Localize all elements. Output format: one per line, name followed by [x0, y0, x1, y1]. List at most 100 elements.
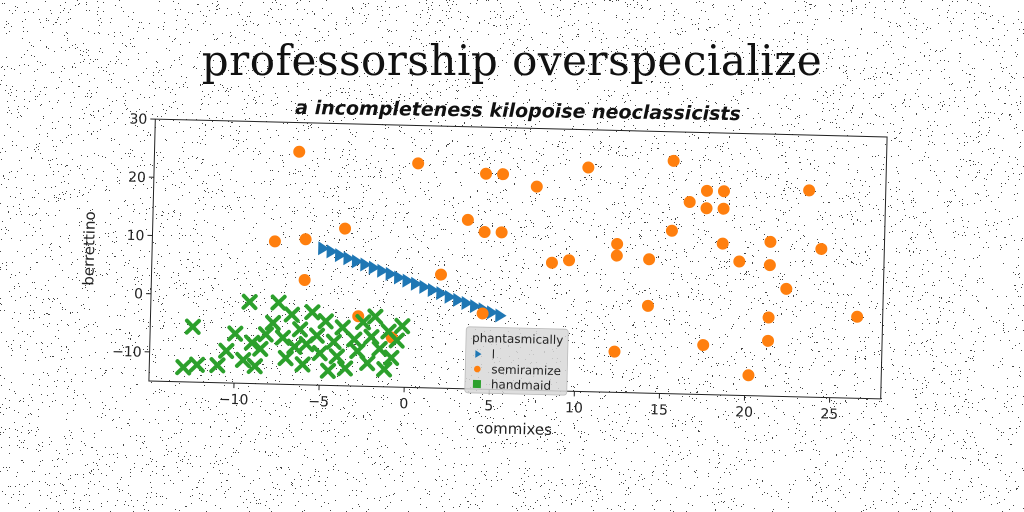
data-point-handmaid	[367, 308, 384, 325]
data-point-l	[368, 260, 381, 275]
data-point-semiramize	[851, 310, 864, 323]
x-tick-label: 15	[650, 402, 668, 418]
data-point-l	[410, 276, 423, 291]
data-point-semiramize	[742, 369, 755, 382]
data-point-handmaid	[175, 359, 192, 376]
data-point-l	[318, 241, 330, 256]
y-tick-label: 10	[126, 228, 144, 244]
x-tick-label: 5	[484, 398, 493, 414]
data-point-handmaid	[336, 360, 354, 377]
x-tick-label: 10	[565, 400, 583, 416]
data-point-handmaid	[234, 351, 252, 369]
data-point-handmaid	[257, 326, 274, 343]
data-point-l	[436, 286, 448, 301]
data-point-l	[495, 308, 507, 323]
axis-ticks: −10 −5 0 5 10 15 20 25 −10 0 10 20 30	[112, 111, 838, 422]
data-point-handmaid	[376, 361, 393, 378]
data-point-handmaid	[252, 340, 269, 357]
data-point-semiramize	[733, 255, 746, 268]
data-point-handmaid	[346, 331, 363, 348]
y-axis-label: berrettino	[79, 211, 99, 286]
data-point-handmaid	[283, 306, 301, 323]
data-point-semiramize	[641, 299, 654, 312]
data-point-handmaid	[394, 317, 411, 335]
data-point-handmaid	[371, 340, 388, 357]
data-point-semiramize	[611, 237, 624, 250]
x-axis-label: commixes	[475, 419, 552, 439]
data-point-semiramize	[717, 185, 730, 198]
data-point-semiramize	[545, 256, 558, 269]
plot-area: −10 −5 0 5 10 15 20 25 −10 0 10 20 30 commixes berre…	[79, 111, 888, 439]
data-point-semiramize	[717, 202, 730, 215]
data-point-handmaid	[388, 332, 405, 349]
data-point-handmaid	[294, 356, 311, 373]
legend-marker-handmaid	[472, 379, 482, 389]
data-point-handmaid	[319, 362, 337, 379]
data-point-l	[326, 244, 338, 259]
data-point-handmaid	[218, 342, 235, 360]
data-point-semiramize	[700, 202, 713, 215]
data-point-semiramize	[665, 224, 678, 237]
data-point-l	[486, 305, 499, 320]
data-point-handmaid	[246, 357, 263, 375]
data-point-semiramize	[700, 184, 713, 197]
data-point-semiramize	[762, 311, 775, 324]
legend-label-l: l	[491, 347, 495, 361]
data-point-handmaid	[304, 304, 321, 321]
data-point-semiramize	[339, 222, 352, 235]
data-point-semiramize	[480, 167, 493, 180]
data-point-handmaid	[359, 354, 376, 372]
data-point-l	[402, 273, 414, 288]
y-tick-label: 20	[128, 170, 146, 186]
data-point-handmaid	[184, 318, 201, 335]
data-point-handmaid	[328, 348, 345, 365]
data-point-semiramize	[764, 235, 777, 248]
data-point-semiramize	[683, 196, 696, 209]
chart-title: professorship overspecialize	[201, 36, 823, 85]
data-point-handmaid	[325, 333, 342, 351]
legend-title: phantasmically	[472, 331, 564, 347]
data-point-handmaid	[286, 338, 303, 355]
data-point-l	[385, 266, 397, 281]
x-tick-label: 20	[735, 404, 753, 420]
data-point-semiramize	[293, 145, 306, 158]
data-point-semiramize	[299, 233, 312, 246]
data-point-l	[469, 299, 482, 314]
data-point-semiramize	[716, 237, 729, 250]
data-point-l	[453, 292, 465, 307]
data-point-semiramize	[608, 345, 621, 358]
data-point-handmaid	[188, 356, 206, 373]
x-tick-label: 0	[399, 396, 408, 412]
data-point-handmaid	[317, 313, 334, 330]
data-point-handmaid	[308, 327, 326, 344]
data-point-semiramize	[298, 273, 311, 286]
legend-label-handmaid: handmaid	[491, 377, 552, 392]
legend-marker-semiramize	[473, 365, 481, 373]
data-point-semiramize	[610, 249, 623, 262]
data-point-handmaid	[227, 325, 244, 342]
data-point-semiramize	[803, 184, 816, 197]
data-point-semiramize	[434, 268, 447, 281]
data-point-semiramize	[412, 157, 425, 170]
data-point-semiramize	[582, 161, 595, 174]
x-tick-label: −5	[308, 394, 329, 410]
data-point-semiramize	[478, 225, 491, 238]
data-point-handmaid	[264, 314, 282, 332]
data-point-semiramize	[667, 154, 680, 167]
data-point-semiramize	[476, 307, 489, 320]
data-point-handmaid	[311, 345, 329, 362]
y-tick-label: −10	[112, 344, 142, 361]
data-point-handmaid	[355, 314, 372, 331]
data-point-semiramize	[697, 339, 710, 352]
data-point-semiramize	[268, 235, 281, 248]
data-point-handmaid	[241, 293, 258, 311]
data-point-handmaid	[363, 328, 380, 346]
data-point-l	[377, 263, 389, 278]
data-point-l	[444, 289, 456, 304]
data-point-handmaid	[270, 294, 287, 311]
y-tick-label: 0	[134, 286, 143, 302]
data-point-handmaid	[277, 350, 294, 367]
